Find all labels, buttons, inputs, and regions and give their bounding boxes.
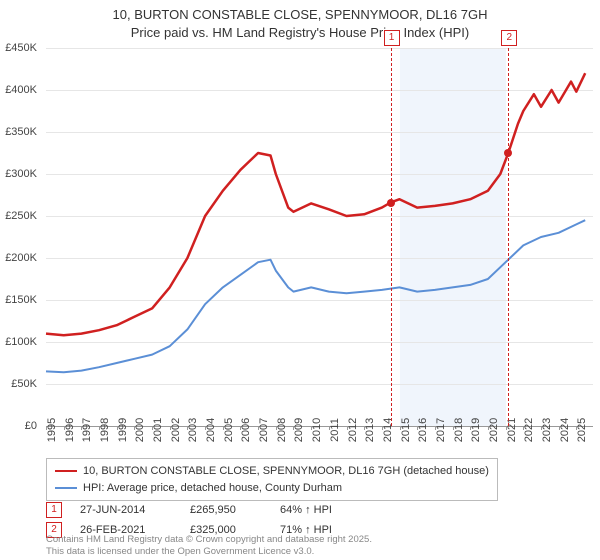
y-axis-label: £200K [0,252,37,264]
y-axis-label: £50K [0,378,37,390]
series-line [46,220,585,372]
line-plot [46,48,594,426]
sale-price: £265,950 [190,504,262,516]
event-marker-dot [504,149,512,157]
chart-container: 10, BURTON CONSTABLE CLOSE, SPENNYMOOR, … [0,0,600,560]
sale-badge: 1 [46,502,62,518]
event-marker-line: 1 [391,48,392,426]
series-line [46,73,585,335]
title-line-1: 10, BURTON CONSTABLE CLOSE, SPENNYMOOR, … [0,6,600,24]
legend-row: HPI: Average price, detached house, Coun… [55,480,489,497]
y-axis-label: £350K [0,126,37,138]
event-marker-badge: 2 [501,30,517,46]
legend-row: 10, BURTON CONSTABLE CLOSE, SPENNYMOOR, … [55,463,489,480]
plot-area: £0£50K£100K£150K£200K£250K£300K£350K£400… [46,48,594,426]
legend: 10, BURTON CONSTABLE CLOSE, SPENNYMOOR, … [46,458,498,501]
event-marker-badge: 1 [384,30,400,46]
footer-line: This data is licensed under the Open Gov… [46,546,372,558]
y-axis-label: £100K [0,336,37,348]
sale-delta: 64% ↑ HPI [280,504,360,516]
y-axis-label: £250K [0,210,37,222]
legend-swatch [55,487,77,489]
attribution-footer: Contains HM Land Registry data © Crown c… [46,534,372,558]
y-axis-label: £150K [0,294,37,306]
legend-swatch [55,470,77,472]
legend-label: HPI: Average price, detached house, Coun… [83,480,342,497]
sale-date: 27-JUN-2014 [80,504,172,516]
y-axis-label: £450K [0,42,37,54]
y-axis-label: £0 [0,420,37,432]
event-marker-dot [387,199,395,207]
y-axis-label: £400K [0,84,37,96]
y-axis-label: £300K [0,168,37,180]
legend-label: 10, BURTON CONSTABLE CLOSE, SPENNYMOOR, … [83,463,489,480]
footer-line: Contains HM Land Registry data © Crown c… [46,534,372,546]
sale-row: 1 27-JUN-2014 £265,950 64% ↑ HPI [46,500,360,520]
event-marker-line: 2 [508,48,509,426]
